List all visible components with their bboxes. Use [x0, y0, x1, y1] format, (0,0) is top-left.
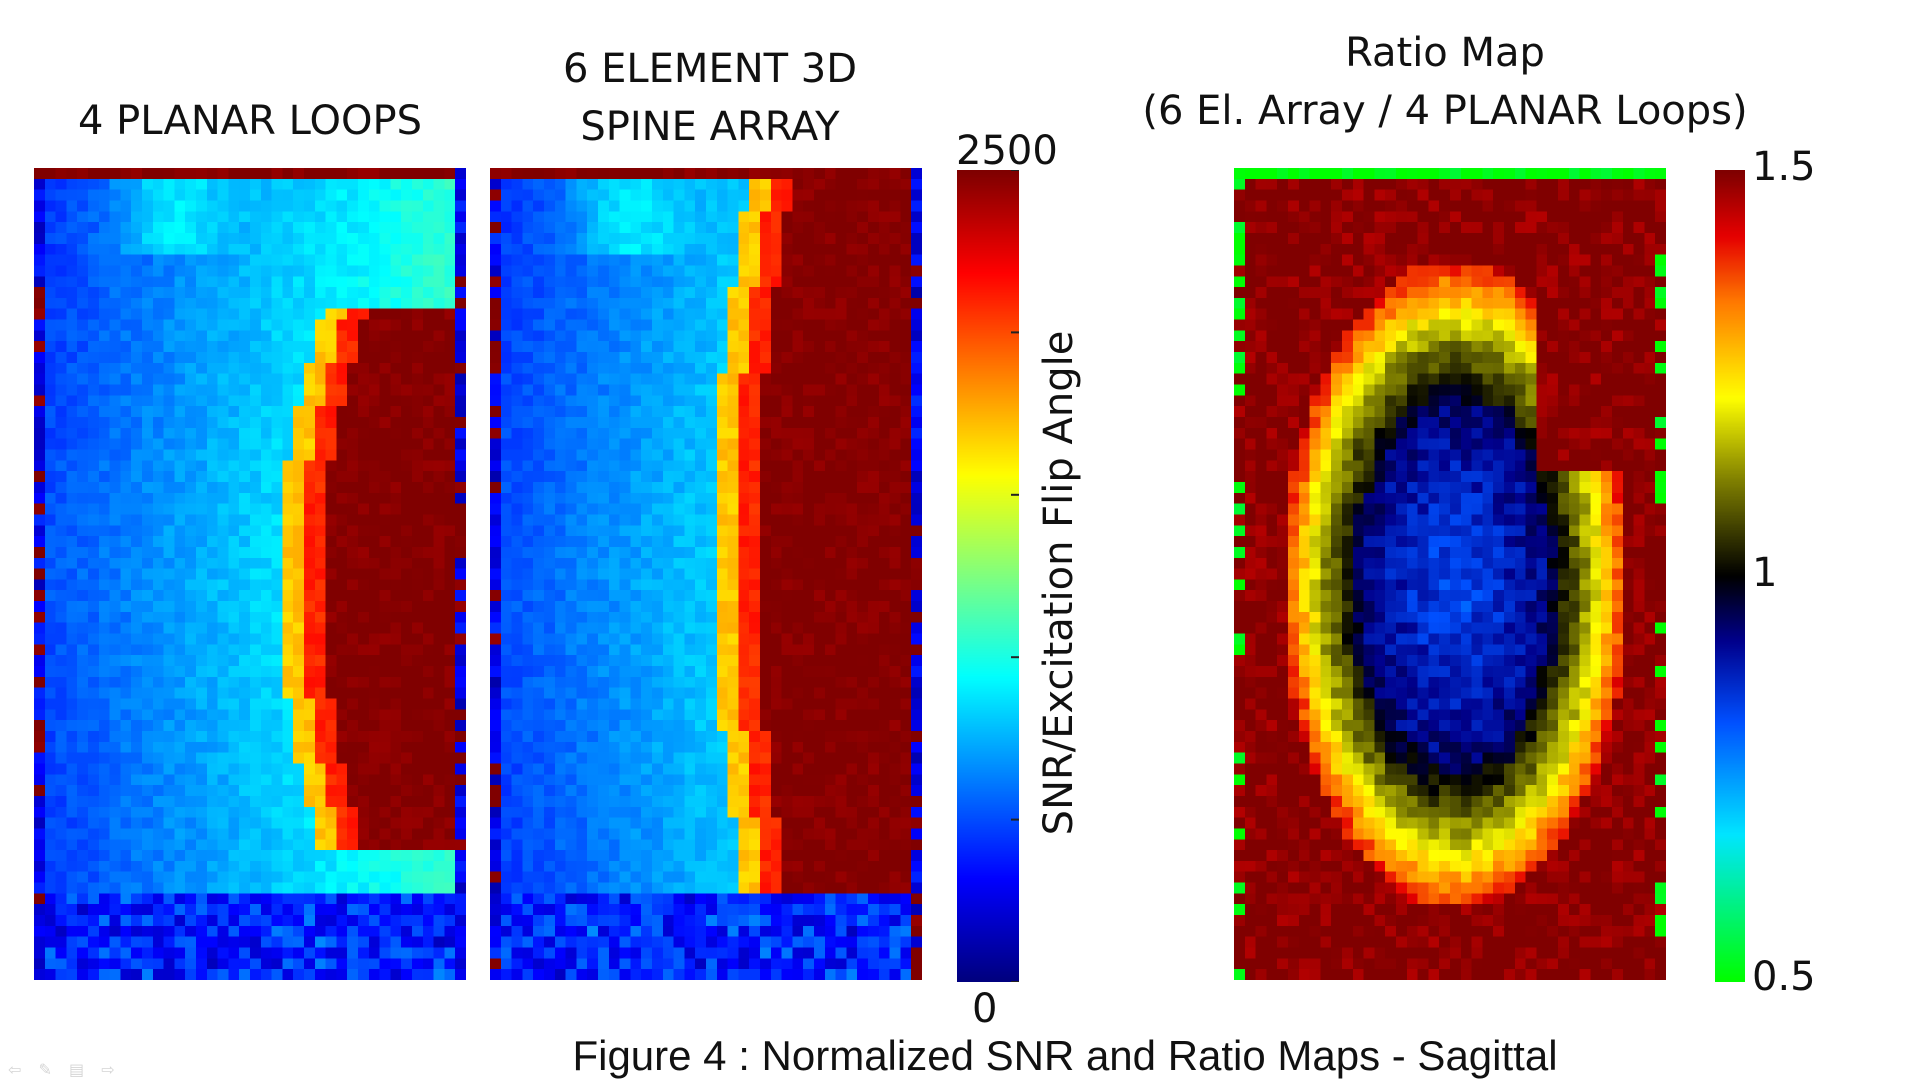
colorbar-snr-ticks — [1011, 170, 1019, 982]
title-spine-array: 6 ELEMENT 3D SPINE ARRAY — [490, 40, 930, 156]
colorbar-snr — [957, 170, 1019, 982]
heatmap-ratio-map — [1234, 168, 1666, 980]
title-spine-line2: SPINE ARRAY — [580, 104, 840, 150]
figure-caption: Figure 4 : Normalized SNR and Ratio Maps… — [572, 1032, 1558, 1079]
colorbar-ratio-max-label: 1.5 — [1752, 144, 1816, 190]
title-planar-text: 4 PLANAR LOOPS — [78, 98, 422, 144]
slideshow-nav-icons[interactable]: ⇦ ✎ ▤ ⇨ — [8, 1060, 121, 1079]
heatmap-spine-array — [490, 168, 922, 980]
title-ratio-line1: Ratio Map — [1345, 30, 1545, 76]
title-ratio-map: Ratio Map (6 El. Array / 4 PLANAR Loops) — [1120, 24, 1770, 140]
colorbar-ratio — [1715, 170, 1745, 982]
heatmap-planar-loops — [34, 168, 466, 980]
colorbar-ratio-mid-label: 1 — [1752, 550, 1778, 596]
title-planar-loops: 4 PLANAR LOOPS — [30, 92, 470, 150]
colorbar-snr-min-label: 0 — [972, 986, 998, 1032]
title-spine-line1: 6 ELEMENT 3D — [562, 46, 858, 92]
colorbar-snr-axis-label: SNR/Excitation Flip Angle — [1036, 330, 1082, 836]
colorbar-snr-max-label: 2500 — [956, 128, 1058, 174]
title-ratio-line2: (6 El. Array / 4 PLANAR Loops) — [1142, 88, 1748, 134]
colorbar-ratio-min-label: 0.5 — [1752, 954, 1816, 1000]
